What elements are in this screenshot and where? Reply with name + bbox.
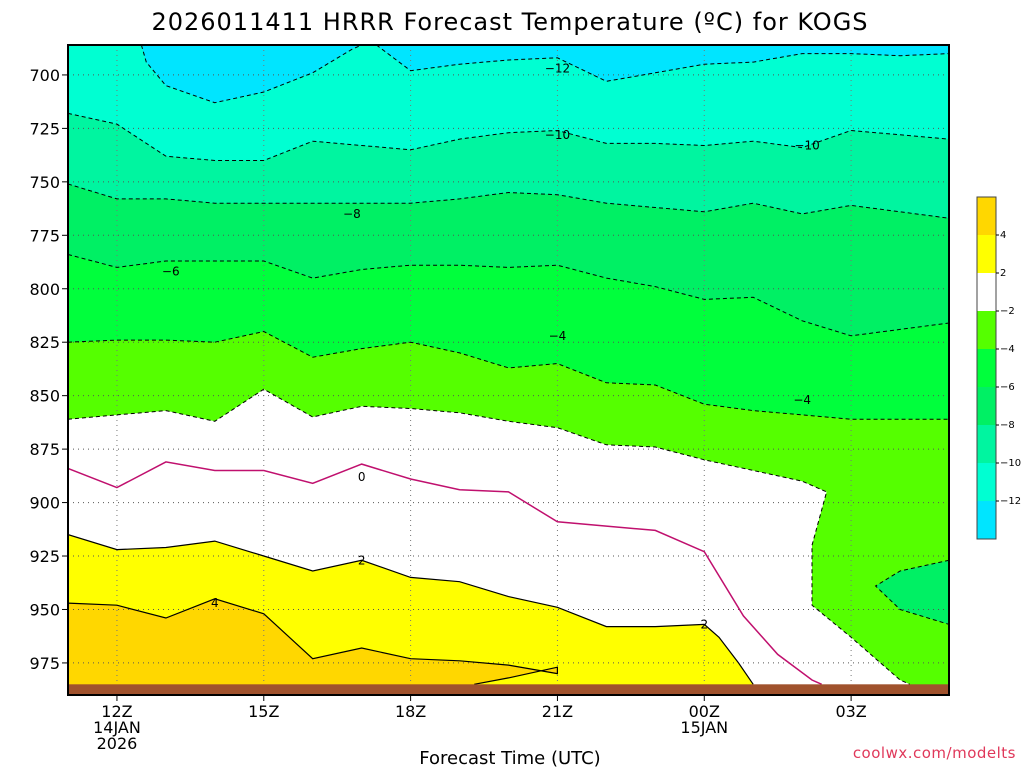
colorbar-bin <box>977 463 996 501</box>
colorbar-tick-label: −2 <box>1000 306 1015 317</box>
isotherm-2-line <box>68 534 754 685</box>
x-tick-label: 15JAN <box>680 718 728 737</box>
y-tick-label: 925 <box>29 547 60 566</box>
x-tick-label: 14JAN <box>93 718 141 737</box>
colorbar-bin <box>977 501 996 539</box>
y-tick-label: 825 <box>29 333 60 352</box>
y-tick-label: 900 <box>29 494 60 513</box>
colorbar-bin <box>977 349 996 387</box>
isotherm-minus-2-line <box>68 388 911 685</box>
colorbar-bin <box>977 311 996 349</box>
contour-label: 0 <box>358 470 366 484</box>
contour-label: −4 <box>549 329 567 343</box>
band-4-to-6 <box>68 598 558 695</box>
x-tick-label: 2026 <box>97 734 138 753</box>
y-tick-label: 950 <box>29 600 60 619</box>
isotherm-minus-10-line <box>68 112 949 161</box>
y-tick-label: 700 <box>29 66 60 85</box>
plot-area <box>68 45 949 695</box>
y-tick-label: 875 <box>29 440 60 459</box>
chart-title: 2026011411 HRRR Forecast Temperature (ºC… <box>151 8 868 36</box>
y-axis: 700 725 750 775 800 825 850 875 900 925 950 975 <box>29 66 68 673</box>
isotherm-minus-12-line <box>140 45 362 104</box>
ground-surface <box>68 684 949 695</box>
colorbar-frame <box>976 196 997 540</box>
colorbar-bin <box>977 273 996 311</box>
isotherm-minus-8-line <box>68 183 949 219</box>
colorbar-tick-label: −4 <box>1000 344 1015 355</box>
colorbar-bin <box>977 387 996 425</box>
colorbar-tick-label: 4 <box>1000 230 1006 241</box>
grid-lines <box>68 45 949 695</box>
x-tick-label: 03Z <box>835 702 866 721</box>
colorbar-tick-label: −8 <box>1000 420 1015 431</box>
plot-frame <box>67 44 950 696</box>
colorbar-bin <box>977 425 996 463</box>
colorbar-tick-label: −10 <box>1000 458 1021 469</box>
contour-label: −10 <box>545 128 570 142</box>
isotherm-0-line <box>68 461 823 685</box>
x-tick-label: 12Z <box>101 702 132 721</box>
colorbar: 4 2 −2 −4 −6 −8 −10 −12 <box>976 196 1021 540</box>
contour-label: −12 <box>545 62 570 76</box>
x-axis-label: Forecast Time (UTC) <box>419 748 600 768</box>
isotherm-4-line <box>68 598 558 685</box>
contour-label: −4 <box>793 393 811 407</box>
contour-label: 2 <box>358 553 366 567</box>
colorbar-bin <box>977 235 996 273</box>
x-tick-label: 18Z <box>395 702 426 721</box>
contour-label: 4 <box>211 596 219 610</box>
contour-labels: −12 −10 −10 −8 −6 −4 −4 0 2 4 2 <box>162 62 820 632</box>
colorbar-tick-label: −6 <box>1000 382 1015 393</box>
band-minus-4-to-minus-6-pocket <box>875 560 949 625</box>
y-tick-label: 800 <box>29 280 60 299</box>
contour-label: −10 <box>794 138 819 152</box>
contour-label: −8 <box>343 207 361 221</box>
x-tick-label: 15Z <box>248 702 279 721</box>
isotherm-minus-6-line <box>68 254 949 337</box>
y-tick-label: 775 <box>29 226 60 245</box>
colorbar-tick-label: 2 <box>1000 268 1006 279</box>
colorbar-bin <box>977 197 996 235</box>
contour-label: 2 <box>700 617 708 631</box>
isotherm-minus-12-line <box>376 45 949 82</box>
y-tick-label: 975 <box>29 654 60 673</box>
credit-link[interactable]: coolwx.com/modelts <box>853 744 1016 762</box>
isotherm-lines <box>68 45 949 685</box>
contour-label: −6 <box>162 265 180 279</box>
y-tick-label: 725 <box>29 119 60 138</box>
x-tick-label: 00Z <box>689 702 720 721</box>
y-tick-label: 850 <box>29 387 60 406</box>
y-tick-label: 750 <box>29 173 60 192</box>
x-tick-label: 21Z <box>542 702 573 721</box>
colorbar-tick-label: −12 <box>1000 496 1021 507</box>
